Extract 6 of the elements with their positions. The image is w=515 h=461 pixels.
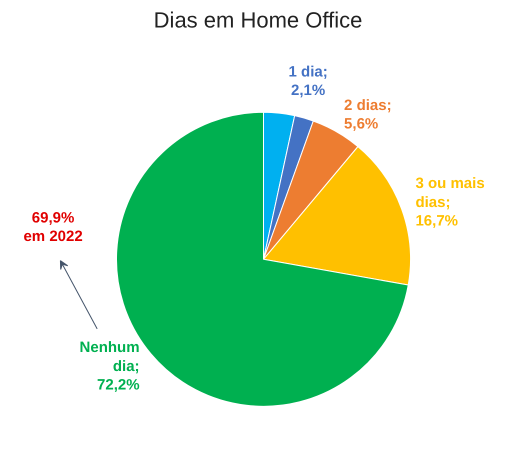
slice-label: 3 ou mais dias; 16,7% [415, 175, 485, 230]
text: 69,9% em 2022 [23, 209, 83, 246]
slice-label: 1 dia; 2,1% [288, 63, 328, 99]
slice-label: 2 dias; 5,6% [344, 96, 392, 133]
slice-label: Nenhum dia; 72,2% [80, 339, 140, 394]
chart-title: Dias em Home Office [154, 8, 362, 32]
